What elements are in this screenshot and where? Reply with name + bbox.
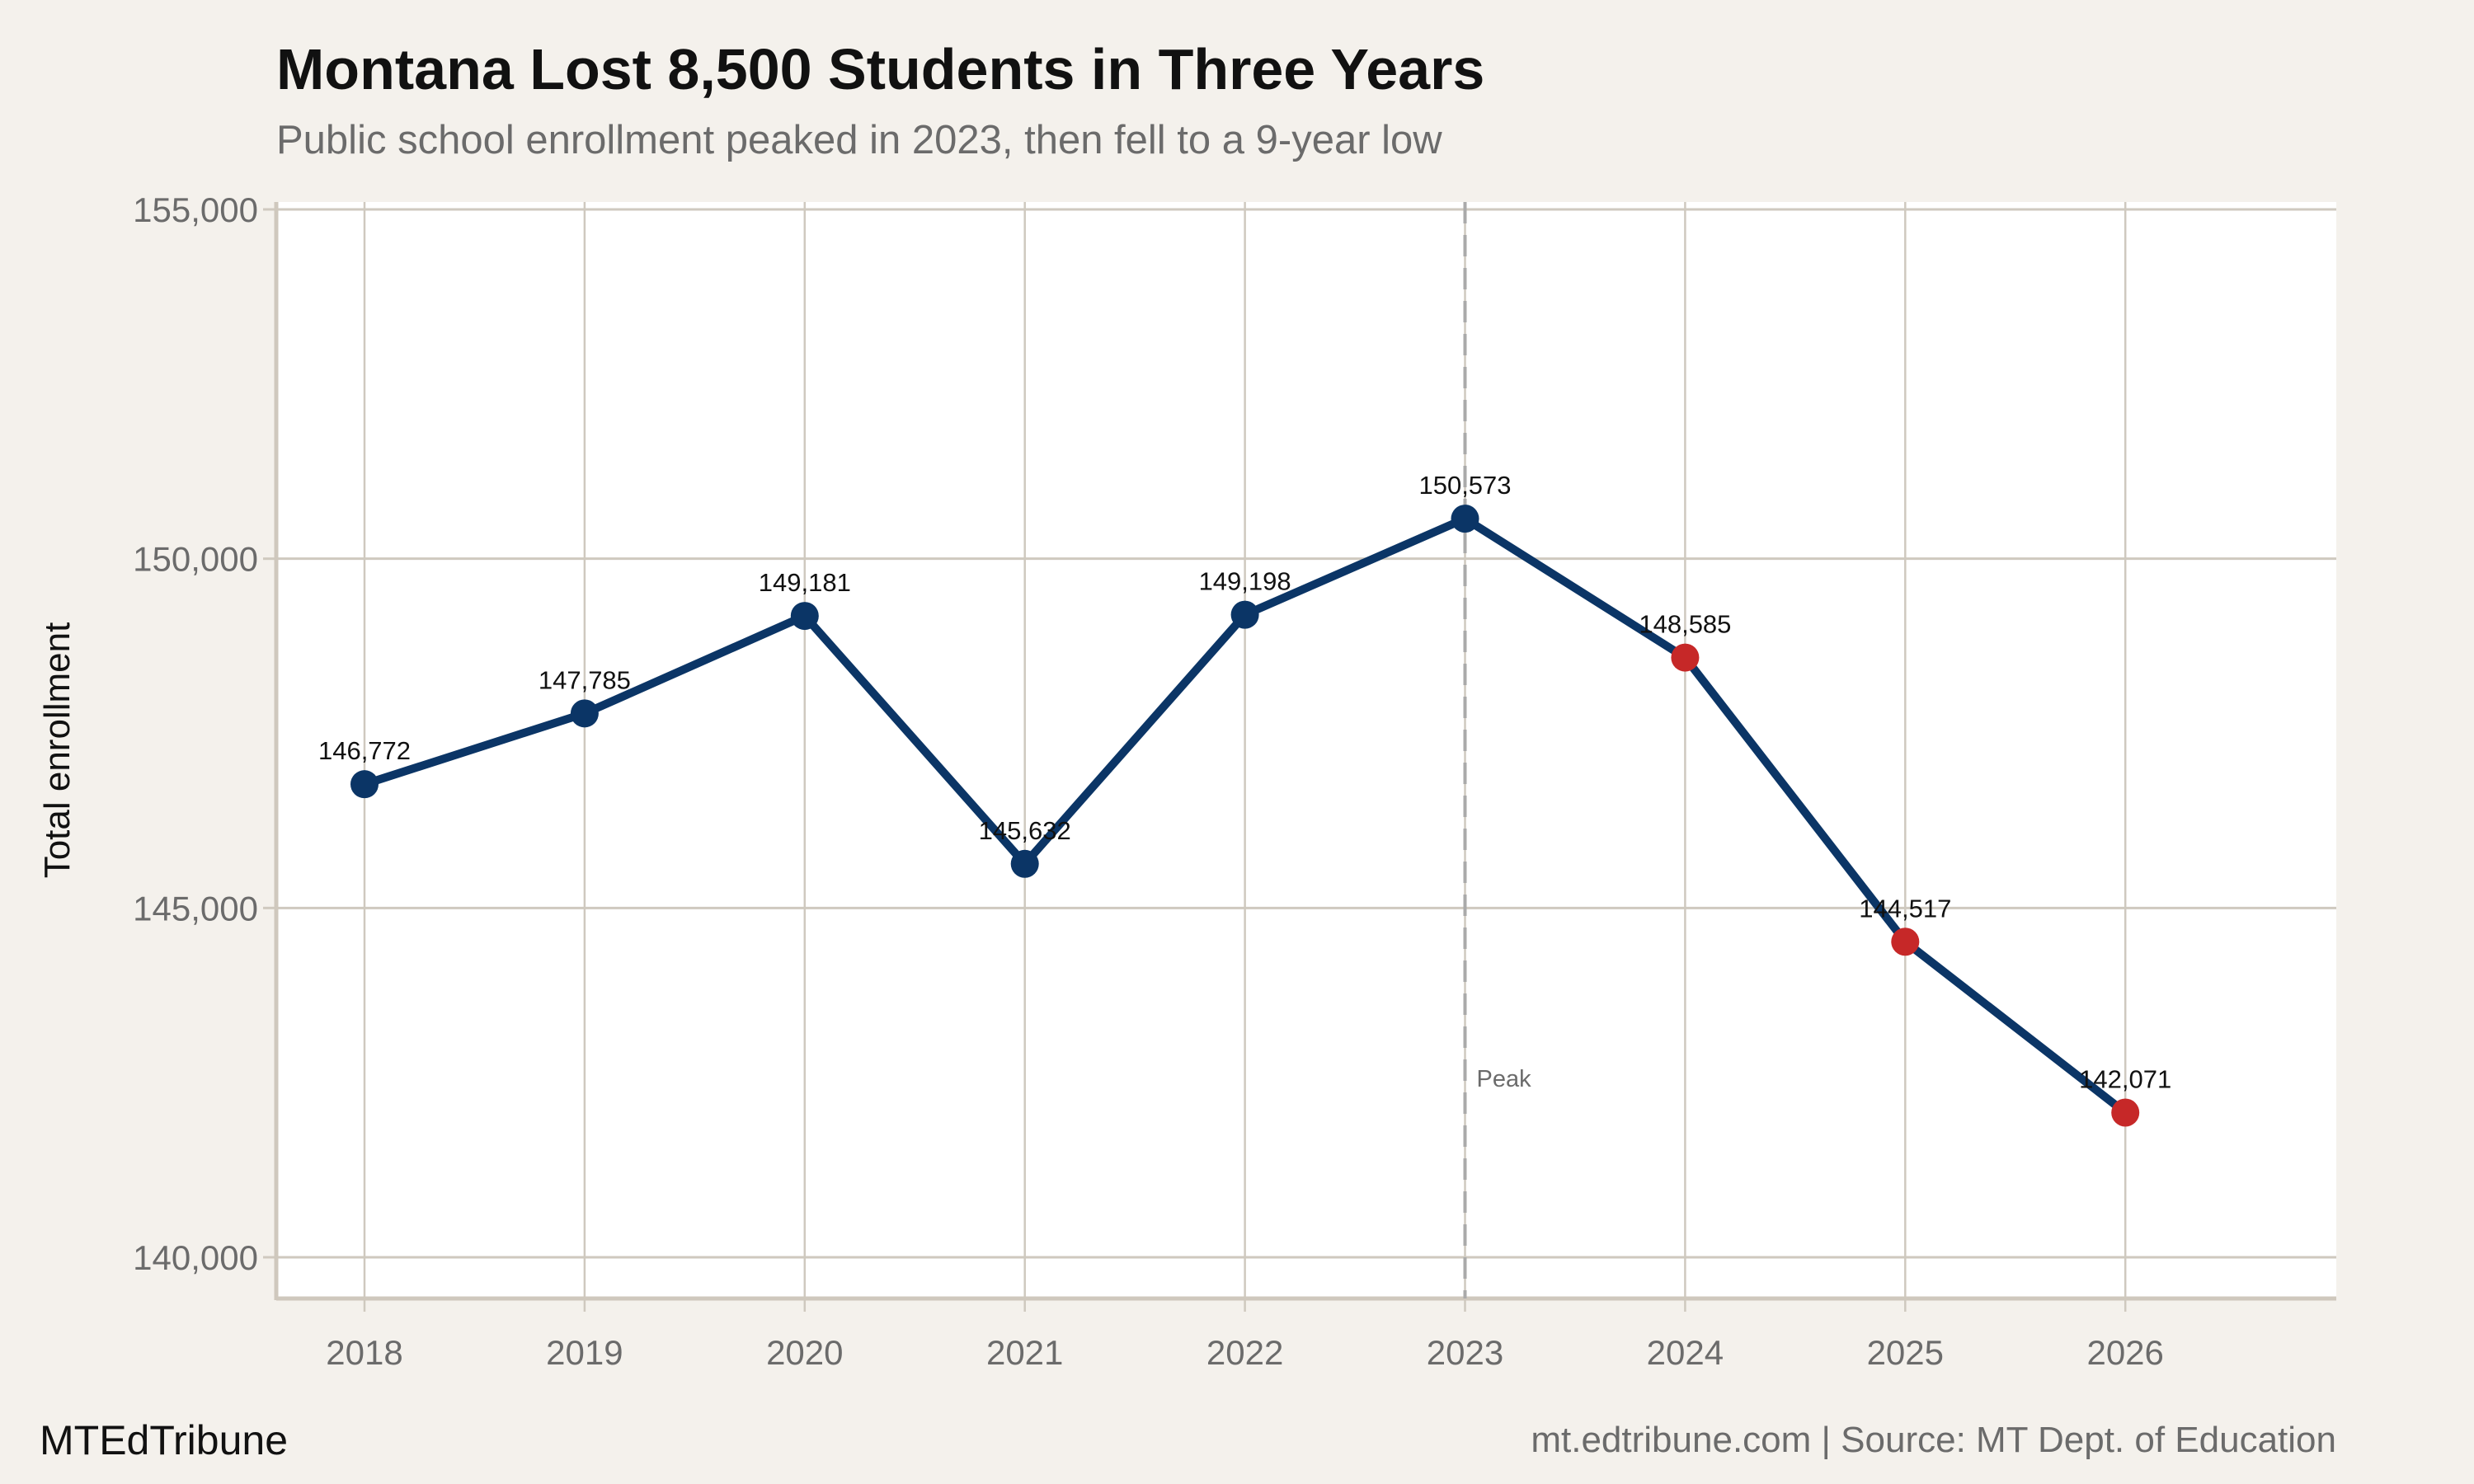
x-tick-label: 2020 (766, 1333, 843, 1372)
x-tick-label: 2023 (1427, 1333, 1503, 1372)
data-point (1230, 600, 1259, 629)
source-credit: mt.edtribune.com | Source: MT Dept. of E… (1531, 1420, 2336, 1460)
brand-logo-text: MTEdTribune (40, 1417, 289, 1463)
data-point (570, 699, 599, 728)
data-label: 147,785 (539, 665, 631, 694)
plot-panel (276, 202, 2336, 1298)
data-labels: 146,772 147,785 149,181 145,632 149,198 150,5… (318, 471, 2171, 1093)
x-tick-label: 2019 (546, 1333, 623, 1372)
data-point-decline (2111, 1098, 2140, 1127)
axes: 140,000 145,000 150,000 155,000 2018 2019 2020… (133, 190, 2336, 1372)
peak-annotation: Peak (1463, 202, 1532, 1298)
data-label: 150,573 (1418, 471, 1511, 500)
y-axis-label: Total enrollment (37, 622, 78, 879)
peak-label: Peak (1477, 1066, 1532, 1092)
data-label: 146,772 (318, 736, 411, 765)
data-point-decline (1891, 928, 1920, 956)
y-tick-label: 155,000 (133, 190, 258, 229)
x-tick-label: 2022 (1206, 1333, 1283, 1372)
data-label: 149,181 (759, 568, 851, 597)
data-point (1010, 849, 1039, 878)
chart-title: Montana Lost 8,500 Students in Three Yea… (276, 37, 1485, 101)
x-tick-label: 2025 (1867, 1333, 1944, 1372)
y-tick-label: 150,000 (133, 540, 258, 579)
y-tick-label: 145,000 (133, 889, 258, 928)
x-tick-label: 2018 (326, 1333, 402, 1372)
series (350, 505, 2140, 1127)
data-point-decline (1671, 643, 1700, 672)
data-label: 144,517 (1859, 894, 1951, 923)
data-label: 142,071 (2079, 1065, 2171, 1094)
data-label: 149,198 (1199, 567, 1291, 596)
chart-subtitle: Public school enrollment peaked in 2023,… (276, 118, 1442, 162)
data-point (790, 602, 819, 631)
x-tick-label: 2021 (986, 1333, 1063, 1372)
data-label: 148,585 (1639, 610, 1731, 639)
x-tick-label: 2026 (2086, 1333, 2163, 1372)
y-tick-label: 140,000 (133, 1238, 258, 1277)
data-label: 145,632 (979, 816, 1071, 845)
data-point (1451, 505, 1479, 533)
data-point (350, 770, 379, 799)
x-tick-label: 2024 (1647, 1333, 1724, 1372)
